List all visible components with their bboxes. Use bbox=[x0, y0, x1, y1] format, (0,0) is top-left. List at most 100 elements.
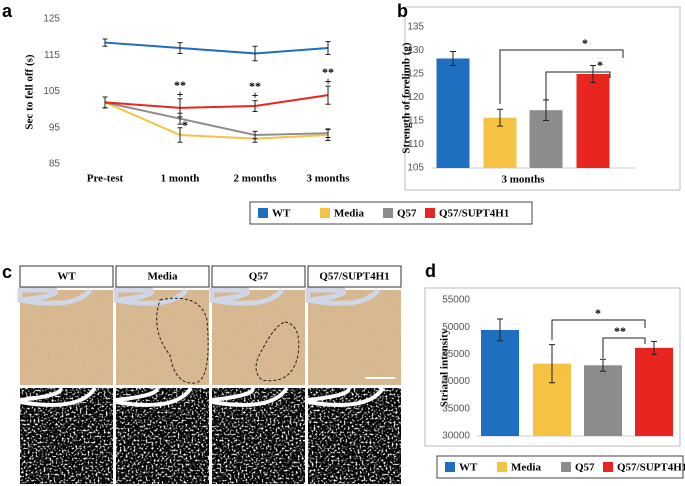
x-tick-label: 2 months bbox=[233, 173, 277, 185]
ventricle bbox=[307, 386, 385, 407]
significance-mark: + bbox=[325, 74, 332, 88]
ventricle bbox=[209, 287, 284, 306]
legend-label: Q57 bbox=[575, 462, 595, 474]
series-line bbox=[104, 41, 329, 55]
series-line bbox=[104, 101, 329, 137]
legend-swatch bbox=[603, 462, 613, 472]
y-tick-label: 110 bbox=[408, 139, 424, 150]
legend-swatch bbox=[561, 462, 571, 472]
error-bar bbox=[102, 96, 108, 109]
significance-bracket bbox=[551, 319, 646, 340]
x-tick-label: 1 month bbox=[161, 173, 200, 185]
y-tick-label: 115 bbox=[44, 50, 60, 61]
legend-swatch bbox=[258, 208, 268, 218]
ventricle bbox=[17, 287, 92, 306]
legend-swatch bbox=[425, 208, 435, 218]
legend-label: Q57/SUPT4H1 bbox=[439, 208, 509, 220]
legend-frame bbox=[436, 455, 684, 479]
error-bar bbox=[252, 100, 258, 112]
error-bar bbox=[177, 98, 183, 118]
y-axis-label: Sec to fell off (s) bbox=[24, 54, 36, 129]
legend-frame bbox=[249, 201, 533, 225]
error-bar bbox=[549, 344, 555, 384]
bar bbox=[576, 74, 610, 168]
significance-mark: * bbox=[597, 58, 603, 72]
legend-swatch bbox=[320, 208, 330, 218]
error-bar bbox=[325, 128, 331, 139]
panel-label: c bbox=[2, 262, 12, 282]
column-header bbox=[307, 265, 402, 288]
panel-label: b bbox=[397, 1, 408, 21]
error-bar bbox=[497, 108, 503, 127]
bar bbox=[481, 329, 519, 436]
error-bar bbox=[450, 50, 456, 67]
x-tick-label: 3 months bbox=[306, 173, 350, 185]
tissue-texture bbox=[20, 290, 113, 385]
x-tick-label: 3 months bbox=[501, 174, 545, 186]
significance-bracket bbox=[545, 71, 611, 100]
significance-mark: * bbox=[582, 36, 588, 50]
y-tick-label: 40000 bbox=[442, 376, 470, 387]
legend-swatch bbox=[383, 208, 393, 218]
column-label: Media bbox=[148, 271, 178, 283]
error-bar bbox=[177, 127, 183, 143]
panel-frame bbox=[404, 6, 681, 191]
column-header bbox=[211, 265, 306, 288]
ventricle bbox=[19, 386, 97, 407]
x-tick-label: Pre-test bbox=[87, 173, 124, 185]
error-bar bbox=[252, 130, 258, 140]
y-tick-label: 50000 bbox=[442, 322, 470, 333]
legend-label: WT bbox=[459, 462, 478, 474]
y-tick-label: 105 bbox=[407, 163, 424, 174]
significance-mark: + bbox=[177, 87, 184, 101]
y-tick-label: 135 bbox=[407, 22, 424, 33]
y-tick-label: 125 bbox=[43, 14, 60, 25]
ventricle bbox=[305, 287, 380, 306]
series-line bbox=[104, 94, 329, 109]
error-bar bbox=[252, 45, 258, 62]
error-bar bbox=[325, 85, 331, 105]
y-tick-label: 130 bbox=[407, 45, 424, 56]
bar bbox=[635, 347, 673, 436]
significance-bracket bbox=[602, 337, 646, 358]
column-label: Q57 bbox=[249, 271, 269, 283]
lesion-outline bbox=[255, 321, 300, 382]
error-bar bbox=[325, 40, 331, 56]
error-bar bbox=[600, 358, 606, 372]
error-bar bbox=[177, 42, 183, 54]
column-label: Q57/SUPT4H1 bbox=[319, 271, 389, 283]
y-tick-label: 95 bbox=[49, 122, 61, 133]
panel-label: a bbox=[2, 1, 13, 21]
panel-frame bbox=[424, 287, 681, 447]
y-tick-label: 45000 bbox=[442, 349, 470, 360]
legend-label: Media bbox=[511, 462, 541, 474]
ventricle bbox=[115, 386, 193, 407]
ventricle bbox=[113, 287, 188, 306]
tissue-texture bbox=[308, 290, 401, 385]
column-header bbox=[19, 265, 114, 288]
significance-bracket bbox=[499, 49, 624, 104]
y-tick-label: 30000 bbox=[442, 431, 470, 442]
y-tick-label: 55000 bbox=[442, 295, 470, 306]
panel-label: d bbox=[425, 261, 436, 281]
bar bbox=[436, 58, 470, 168]
column-header bbox=[115, 265, 210, 288]
ventricle bbox=[211, 386, 289, 407]
y-tick-label: 115 bbox=[408, 116, 424, 127]
y-tick-label: 120 bbox=[407, 92, 424, 103]
legend-label: WT bbox=[272, 208, 291, 220]
bar bbox=[584, 365, 622, 436]
lesion-outline bbox=[156, 297, 209, 384]
legend-swatch bbox=[445, 462, 455, 472]
error-bar bbox=[590, 65, 596, 83]
y-tick-label: 35000 bbox=[442, 403, 470, 414]
legend-swatch bbox=[497, 462, 507, 472]
legend-label: Q57/SUPT4H1 bbox=[617, 462, 685, 474]
error-bar bbox=[651, 340, 657, 355]
series-line bbox=[104, 101, 329, 140]
error-bar bbox=[102, 38, 108, 47]
significance-mark: ** bbox=[174, 78, 186, 92]
y-tick-label: 105 bbox=[43, 86, 60, 97]
column-label: WT bbox=[57, 271, 76, 283]
